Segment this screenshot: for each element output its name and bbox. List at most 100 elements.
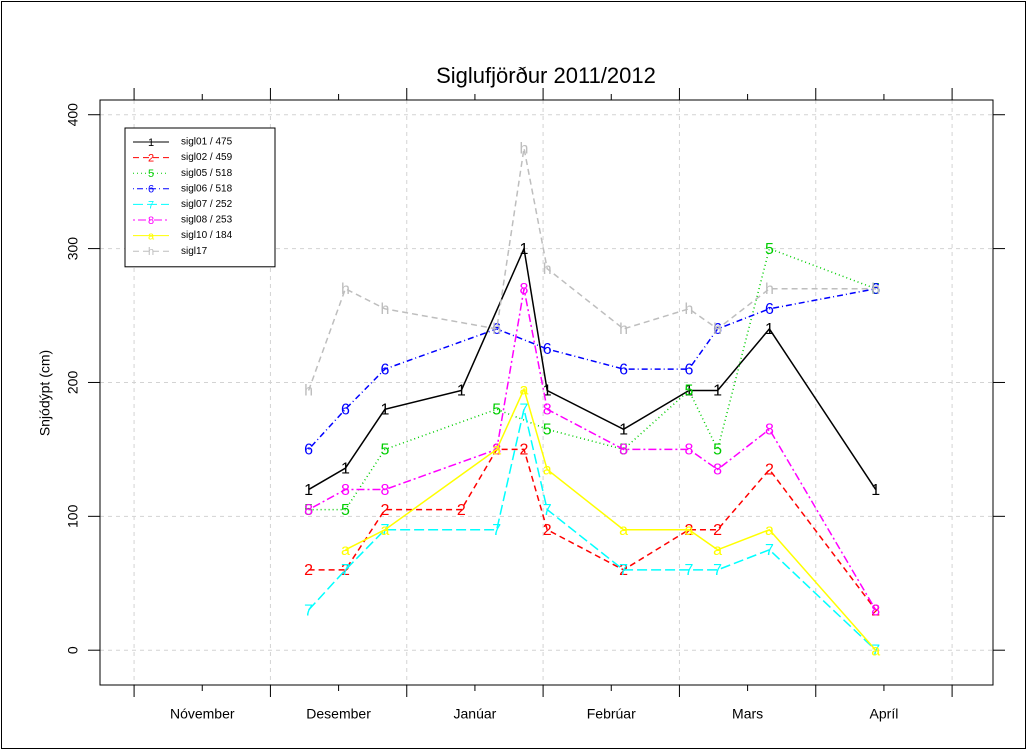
point-marker: 7 (685, 562, 694, 579)
point-marker: 1 (341, 460, 350, 477)
point-marker: h (341, 281, 350, 298)
legend-label: sigl05 / 518 (181, 168, 233, 179)
legend-symbol: h (148, 246, 154, 258)
legend-label: sigl10 / 184 (181, 230, 233, 241)
series-line (308, 448, 877, 611)
point-marker: a (543, 462, 552, 479)
point-marker: 6 (685, 361, 694, 378)
point-marker: 5 (543, 422, 552, 439)
legend-label: sigl01 / 475 (181, 137, 233, 148)
point-marker: a (619, 522, 628, 539)
legend-label: sigl07 / 252 (181, 199, 233, 210)
legend-label: sigl17 (181, 246, 208, 257)
point-marker: 1 (520, 241, 529, 258)
point-marker: a (685, 522, 694, 539)
point-marker: 7 (543, 502, 552, 519)
legend-box (124, 127, 276, 268)
point-marker: 6 (304, 442, 313, 459)
point-marker: 2 (520, 442, 529, 459)
point-marker: 1 (871, 482, 880, 499)
point-marker: h (380, 301, 389, 318)
point-marker: h (304, 383, 313, 400)
point-marker: 1 (304, 482, 313, 499)
point-marker: 2 (765, 462, 774, 479)
legend-label: sigl02 / 459 (181, 152, 233, 163)
point-marker: 2 (871, 602, 880, 619)
y-tick-label: 400 (65, 103, 81, 127)
point-marker: 8 (380, 482, 389, 499)
point-marker: 7 (871, 642, 880, 659)
x-tick-label: Mars (732, 706, 763, 722)
y-tick-label: 100 (65, 504, 81, 528)
point-marker: 1 (543, 383, 552, 400)
point-marker: 7 (492, 522, 501, 539)
point-marker: 7 (304, 602, 313, 619)
point-marker: 8 (304, 502, 313, 519)
point-marker: 2 (341, 562, 350, 579)
series-line (308, 245, 877, 491)
legend: 1 sigl01 / 475 2 sigl02 / 459 5 sigl05 / 518 6… (124, 127, 276, 268)
plot-area (99, 99, 994, 686)
point-marker: a (341, 542, 350, 559)
point-marker: a (871, 642, 880, 659)
point-marker: 5 (380, 442, 389, 459)
point-marker: 8 (341, 482, 350, 499)
point-marker: 8 (619, 442, 628, 459)
point-marker: 8 (871, 602, 880, 619)
y-tick-label: 0 (65, 646, 81, 654)
point-marker: 1 (457, 383, 466, 400)
point-marker: 7 (713, 562, 722, 579)
point-marker: 1 (619, 422, 628, 439)
point-marker: a (520, 381, 529, 398)
series-line (308, 409, 877, 651)
point-marker: 6 (871, 281, 880, 298)
point-marker: h (492, 321, 501, 338)
x-tick-label: Desember (306, 706, 371, 722)
point-marker: 5 (304, 502, 313, 519)
y-tick-label: 200 (65, 371, 81, 395)
point-marker: 6 (543, 341, 552, 358)
point-marker: a (765, 522, 774, 539)
legend-symbol: 6 (148, 184, 154, 196)
legend-label: sigl08 / 253 (181, 215, 233, 226)
point-marker: h (619, 321, 628, 338)
point-marker: 6 (765, 301, 774, 318)
legend-symbol: 5 (148, 168, 154, 180)
point-marker: a (713, 542, 722, 559)
point-marker: 2 (380, 502, 389, 519)
y-tick-label: 300 (65, 237, 81, 261)
point-marker: 8 (685, 442, 694, 459)
point-marker: 1 (380, 401, 389, 418)
point-marker: h (765, 281, 774, 298)
point-marker: 7 (619, 562, 628, 579)
point-marker: 2 (543, 522, 552, 539)
series-line (308, 288, 876, 450)
point-marker: 8 (543, 401, 552, 418)
point-marker: 7 (520, 401, 529, 418)
point-marker: 5 (685, 383, 694, 400)
series-line (345, 386, 877, 651)
point-marker: 8 (520, 281, 529, 298)
point-marker: h (520, 140, 529, 157)
point-marker: 2 (304, 562, 313, 579)
point-marker: h (871, 281, 880, 298)
series-line (308, 247, 877, 511)
point-marker: 7 (341, 562, 350, 579)
series-line (307, 148, 876, 391)
point-marker: 5 (492, 401, 501, 418)
y-axis-label: Snjódýpt (cm) (37, 350, 53, 436)
point-marker: 1 (765, 321, 774, 338)
point-marker: h (713, 321, 722, 338)
x-tick-label: Janúar (454, 706, 497, 722)
point-marker: 5 (713, 442, 722, 459)
point-marker: 2 (457, 502, 466, 519)
x-tick-label: Nóvember (170, 706, 235, 722)
legend-symbol: 2 (148, 153, 154, 165)
point-marker: a (492, 442, 501, 459)
point-marker: 2 (713, 522, 722, 539)
legend-symbol: 8 (148, 215, 154, 227)
point-marker: 6 (619, 361, 628, 378)
legend-symbol: 1 (148, 137, 154, 149)
